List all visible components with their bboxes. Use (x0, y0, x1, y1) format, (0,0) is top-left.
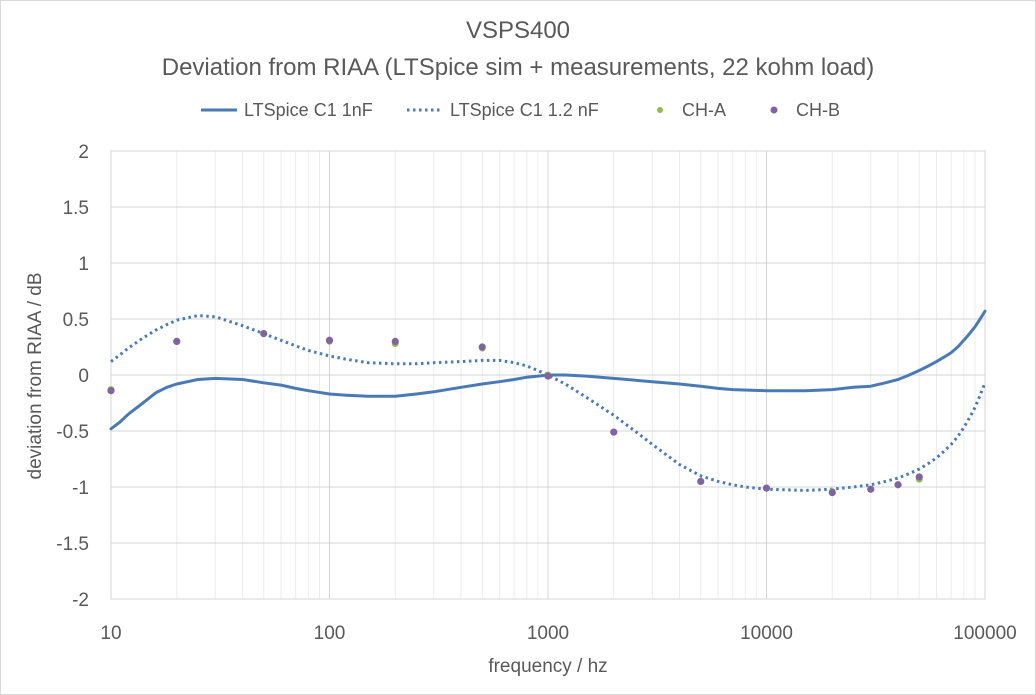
data-point-series-4 (478, 343, 486, 351)
y-tick-label: 0.5 (63, 310, 89, 331)
x-tick-label: 100 (314, 623, 346, 644)
chart-subtitle: Deviation from RIAA (LTSpice sim + measu… (162, 54, 875, 81)
series-layer (107, 309, 987, 497)
x-tick-label: 100000 (953, 623, 1016, 644)
data-point-series-4 (107, 387, 115, 395)
legend-label-series-1: LTSpice C1 1nF (244, 100, 373, 120)
data-point-series-4 (915, 473, 923, 481)
y-tick-label: 2 (78, 142, 89, 163)
x-tick-label: 10 (100, 623, 121, 644)
data-point-series-4 (173, 337, 181, 345)
x-tick-label: 10000 (740, 623, 793, 644)
series-line-1 (109, 309, 987, 431)
data-point-series-4 (610, 428, 618, 436)
legend: LTSpice C1 1nF LTSpice C1 1.2 nF CH-A CH… (201, 100, 840, 120)
x-tick-labels: 10 100 1000 10000 100000 (100, 623, 1016, 644)
legend-label-series-2: LTSpice C1 1.2 nF (450, 100, 599, 120)
data-point-series-4 (762, 484, 771, 492)
y-tick-label: -0.5 (56, 422, 89, 443)
data-point-series-4 (325, 336, 334, 344)
data-point-series-4 (260, 329, 268, 338)
y-tick-label: 1 (78, 254, 89, 275)
data-point-series-4 (894, 481, 902, 489)
y-tick-label: -2 (72, 590, 89, 611)
legend-marker-series-4 (770, 106, 778, 114)
legend-label-series-4: CH-B (796, 100, 840, 120)
y-tick-label: -1 (72, 478, 89, 499)
y-tick-label: 1.5 (63, 198, 89, 219)
plot-area-border (110, 150, 986, 600)
y-tick-labels: -2 -1.5 -1 -0.5 0 0.5 1 1.5 2 (56, 142, 89, 611)
legend-marker-series-3 (657, 107, 663, 113)
y-tick-label: -1.5 (56, 534, 89, 555)
plot-frame (110, 150, 986, 600)
data-point-series-4 (828, 489, 836, 497)
y-axis-title: deviation from RIAA / dB (25, 273, 46, 480)
data-point-series-4 (544, 372, 552, 380)
x-tick-label: 1000 (527, 623, 569, 644)
x-axis-title: frequency / hz (488, 656, 607, 677)
data-point-series-4 (697, 477, 705, 485)
data-point-series-4 (391, 337, 399, 345)
chart-title: VSPS400 (466, 17, 570, 44)
y-tick-label: 0 (78, 366, 89, 387)
legend-label-series-3: CH-A (682, 100, 726, 120)
data-point-series-4 (867, 485, 875, 493)
